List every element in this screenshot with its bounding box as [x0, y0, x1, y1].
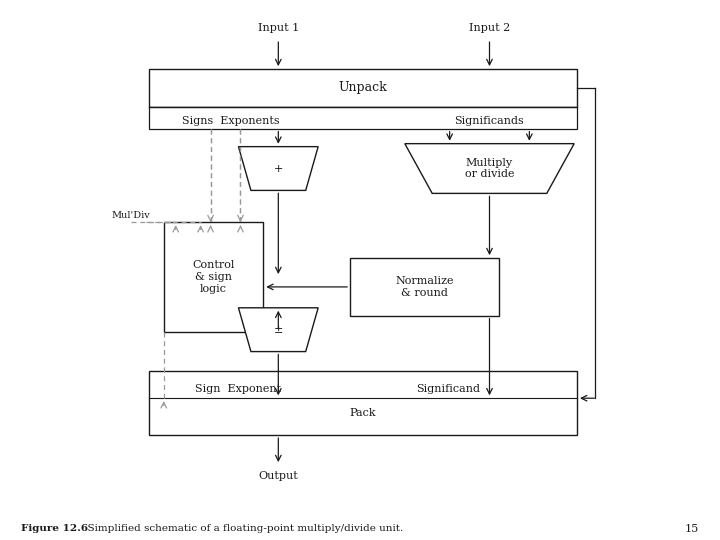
Text: Unpack: Unpack: [338, 82, 387, 94]
Text: Mul'Div: Mul'Div: [112, 211, 150, 220]
Text: Input 2: Input 2: [469, 23, 510, 33]
Bar: [149, 107, 577, 129]
Text: 15: 15: [685, 524, 698, 534]
Text: Control
& sign
logic: Control & sign logic: [192, 260, 235, 294]
Polygon shape: [405, 144, 574, 193]
Text: Pack: Pack: [350, 408, 377, 418]
Text: Sign  Exponent: Sign Exponent: [195, 384, 282, 394]
Text: ±: ±: [274, 325, 283, 335]
Text: Output: Output: [258, 471, 298, 481]
Text: Signs  Exponents: Signs Exponents: [181, 116, 279, 126]
Text: Multiply
or divide: Multiply or divide: [464, 158, 514, 179]
Bar: [149, 372, 577, 435]
Bar: [149, 69, 577, 107]
Polygon shape: [238, 308, 318, 352]
Text: Significands: Significands: [454, 116, 524, 126]
Text: Significand: Significand: [415, 384, 480, 394]
Polygon shape: [238, 147, 318, 191]
Text: +: +: [274, 164, 283, 173]
Text: Simplified schematic of a floating-point multiply/divide unit.: Simplified schematic of a floating-point…: [81, 524, 403, 533]
Text: Normalize
& round: Normalize & round: [395, 276, 454, 298]
Text: Figure 12.6: Figure 12.6: [22, 524, 89, 533]
Text: Input 1: Input 1: [258, 23, 299, 33]
Bar: [163, 222, 264, 332]
Bar: [350, 258, 500, 316]
